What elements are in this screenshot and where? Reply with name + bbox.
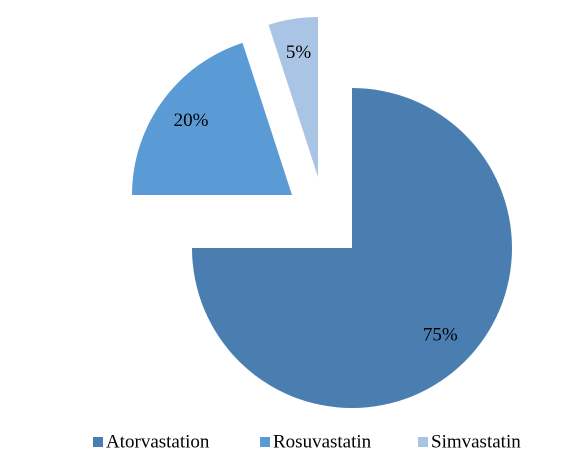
legend-swatch <box>93 437 103 447</box>
pie-slice <box>268 17 318 177</box>
legend-label: Simvastatin <box>431 431 521 452</box>
pie-slice <box>192 88 512 408</box>
data-label: 5% <box>286 42 312 63</box>
pie-slice <box>132 42 292 195</box>
legend-swatch <box>418 437 428 447</box>
legend-label: Rosuvastatin <box>273 431 372 452</box>
legend-swatch <box>260 437 270 447</box>
legend-label: Atorvastation <box>106 431 210 452</box>
data-label: 20% <box>174 110 209 131</box>
data-label: 75% <box>423 325 458 346</box>
